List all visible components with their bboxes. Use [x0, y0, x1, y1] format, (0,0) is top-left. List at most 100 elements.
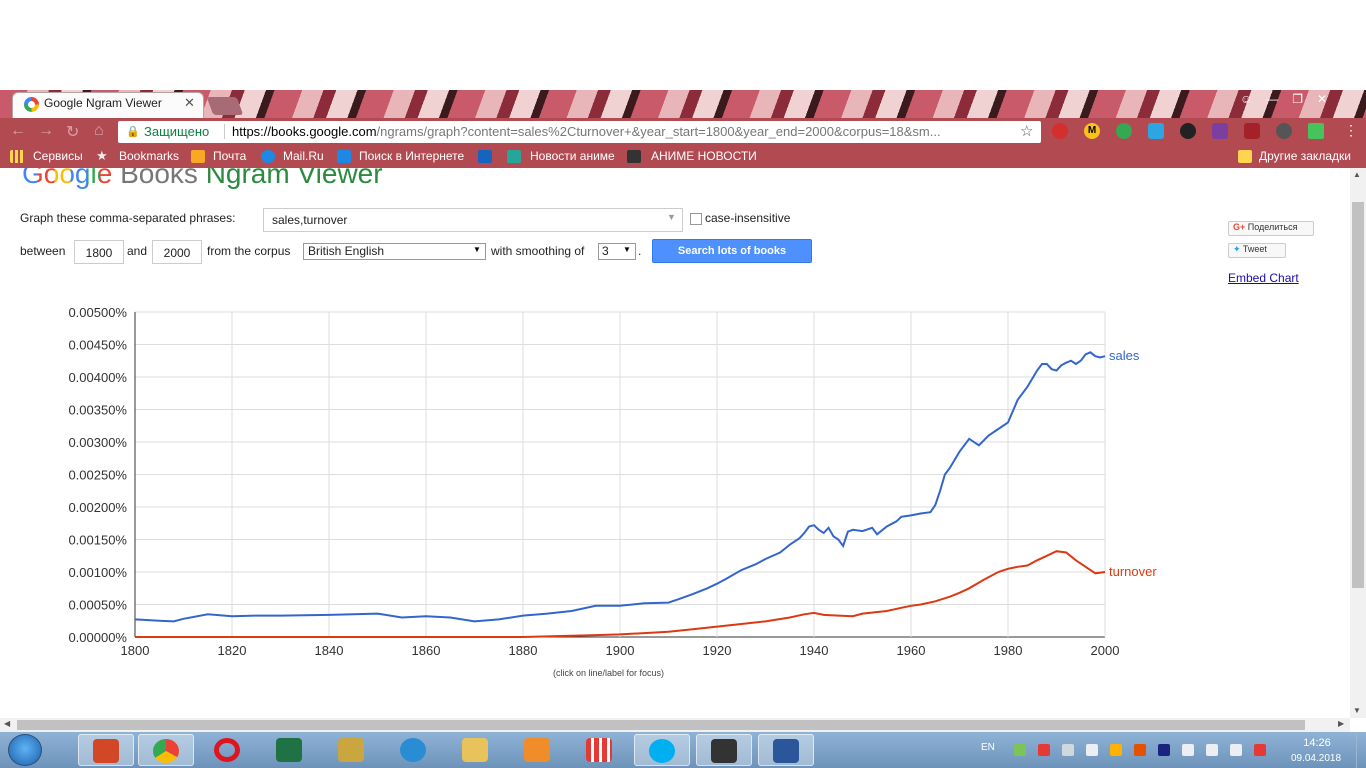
taskbar-apps[interactable] — [572, 734, 628, 766]
search-button[interactable]: Search lots of books — [652, 239, 812, 263]
extension-icon-eye[interactable] — [1180, 123, 1196, 139]
x-tick-label: 1840 — [315, 643, 344, 658]
x-tick-label: 1980 — [994, 643, 1023, 658]
address-bar[interactable] — [118, 121, 1041, 143]
tray-icon-11[interactable] — [1254, 744, 1266, 756]
volume-icon[interactable] — [1086, 744, 1098, 756]
taskbar-media[interactable] — [510, 734, 566, 766]
chevron-down-icon: ▼ — [473, 245, 481, 254]
phrases-input[interactable]: sales,turnover — [263, 208, 683, 232]
secure-label: Защищено — [144, 124, 210, 139]
taskbar-opera[interactable] — [200, 734, 256, 766]
menu-icon[interactable]: ⋮ — [1344, 122, 1358, 138]
scroll-left-icon[interactable]: ◀ — [4, 719, 11, 728]
home-icon[interactable]: ⌂ — [94, 122, 104, 139]
series-label-turnover[interactable]: turnover — [1109, 564, 1157, 579]
bookmark-mailru[interactable]: Mail.Ru — [283, 149, 324, 163]
extension-icon-mask[interactable] — [1276, 123, 1292, 139]
clock-time[interactable]: 14:26 — [1303, 737, 1331, 749]
url-text[interactable]: https://books.google.com/ngrams/graph?co… — [232, 124, 1012, 139]
scroll-right-icon[interactable]: ▶ — [1338, 719, 1345, 728]
new-tab-button[interactable] — [206, 97, 244, 115]
other-bookmarks[interactable]: Другие закладки — [1259, 149, 1351, 163]
taskbar-chrome[interactable] — [138, 734, 194, 766]
taskbar-excel[interactable] — [262, 734, 318, 766]
embed-chart-link[interactable]: Embed Chart — [1228, 271, 1299, 285]
y-tick-label: 0.00350% — [68, 403, 127, 418]
profile-icon[interactable]: ☺ — [1240, 92, 1253, 106]
x-tick-label: 1940 — [800, 643, 829, 658]
tray-icon-2[interactable] — [1038, 744, 1050, 756]
tray-icon-7[interactable] — [1158, 744, 1170, 756]
horizontal-scroll-thumb[interactable] — [17, 720, 1305, 730]
window-close-icon[interactable]: ✕ — [1317, 92, 1328, 106]
extension-icon-m[interactable]: M — [1084, 123, 1100, 139]
bookmark-anime-news[interactable]: Новости аниме — [530, 149, 615, 163]
scroll-up-icon[interactable]: ▲ — [1353, 170, 1361, 179]
tray-icon-5[interactable] — [1110, 744, 1122, 756]
extension-icon-grid[interactable] — [1308, 123, 1324, 139]
window-controls: ☺ — ❐ ✕ — [1240, 92, 1366, 108]
start-button[interactable] — [8, 734, 42, 766]
year-start-input[interactable]: 1800 — [74, 240, 124, 264]
share-button[interactable]: G+ Поделиться — [1228, 221, 1314, 236]
network-icon[interactable] — [1230, 744, 1242, 756]
y-tick-label: 0.00200% — [68, 500, 127, 515]
extension-icon-g[interactable] — [1116, 123, 1132, 139]
year-end-input[interactable]: 2000 — [152, 240, 202, 264]
bookmark-services[interactable]: Сервисы — [33, 149, 83, 163]
forward-icon[interactable]: → — [38, 122, 54, 139]
google-plus-icon: G+ — [1233, 222, 1246, 232]
extension-icon-m2[interactable] — [1244, 123, 1260, 139]
phrases-label: Graph these comma-separated phrases: — [20, 211, 236, 225]
telegram-icon[interactable] — [1148, 123, 1164, 139]
extension-icon-badge[interactable] — [1212, 123, 1228, 139]
search-icon — [337, 150, 351, 163]
excel-icon — [276, 738, 302, 762]
vertical-scroll-thumb[interactable] — [1352, 202, 1364, 588]
chart-axes: 0.00000% 0.00050% 0.00100% 0.00150% 0.00200%… — [68, 305, 1119, 658]
clock-date[interactable]: 09.04.2018 — [1290, 753, 1342, 764]
x-tick-label: 1900 — [606, 643, 635, 658]
tray-icon-9[interactable] — [1206, 744, 1218, 756]
taskbar-ie[interactable] — [386, 734, 442, 766]
scroll-down-icon[interactable]: ▼ — [1353, 706, 1361, 715]
bookmark-anime-news-2[interactable]: АНИМЕ НОВОСТИ — [651, 149, 757, 163]
ngram-logo: Google Books Ngram Viewer — [22, 168, 383, 190]
series-label-sales[interactable]: sales — [1109, 348, 1140, 363]
tray-icon-3[interactable] — [1062, 744, 1074, 756]
language-indicator[interactable]: EN — [981, 742, 995, 753]
series-line-sales[interactable] — [134, 351, 1106, 623]
taskbar-skype[interactable] — [634, 734, 690, 766]
bookmark-pochta[interactable]: Почта — [213, 149, 247, 163]
minimize-icon[interactable]: — — [1266, 92, 1279, 106]
tray-icon-1[interactable] — [1014, 744, 1026, 756]
case-insensitive-checkbox[interactable] — [690, 213, 702, 225]
anime-icon — [627, 150, 641, 163]
x-tick-label: 1820 — [218, 643, 247, 658]
maximize-icon[interactable]: ❐ — [1292, 92, 1304, 106]
taskbar-powerpoint[interactable] — [78, 734, 134, 766]
taskbar-editor[interactable] — [696, 734, 752, 766]
bookmark-search[interactable]: Поиск в Интернете — [359, 149, 465, 163]
show-desktop-button[interactable] — [1356, 732, 1366, 768]
tab-close-icon[interactable]: ✕ — [184, 95, 195, 110]
y-tick-label: 0.00300% — [68, 435, 127, 450]
bookmark-star-icon[interactable]: ☆ — [1020, 123, 1034, 140]
tweet-button[interactable]: ✦ Tweet — [1228, 243, 1286, 258]
chrome-icon — [153, 739, 179, 763]
taskbar-word[interactable] — [758, 734, 814, 766]
smoothing-select[interactable]: 3 — [598, 243, 636, 260]
taskbar-explorer[interactable] — [448, 734, 504, 766]
skype-icon — [649, 739, 675, 763]
taskbar-tool[interactable] — [324, 734, 380, 766]
tab-active[interactable] — [12, 92, 204, 118]
back-icon[interactable]: ← — [10, 122, 26, 139]
series-line-turnover[interactable] — [135, 550, 1106, 638]
bookmark-bookmarks[interactable]: Bookmarks — [119, 149, 180, 163]
extension-icon-1[interactable] — [1052, 123, 1068, 139]
corpus-select[interactable]: British English — [303, 243, 486, 260]
reload-icon[interactable]: ↻ — [66, 124, 80, 141]
tray-icon-6[interactable] — [1134, 744, 1146, 756]
tray-icon-8[interactable] — [1182, 744, 1194, 756]
